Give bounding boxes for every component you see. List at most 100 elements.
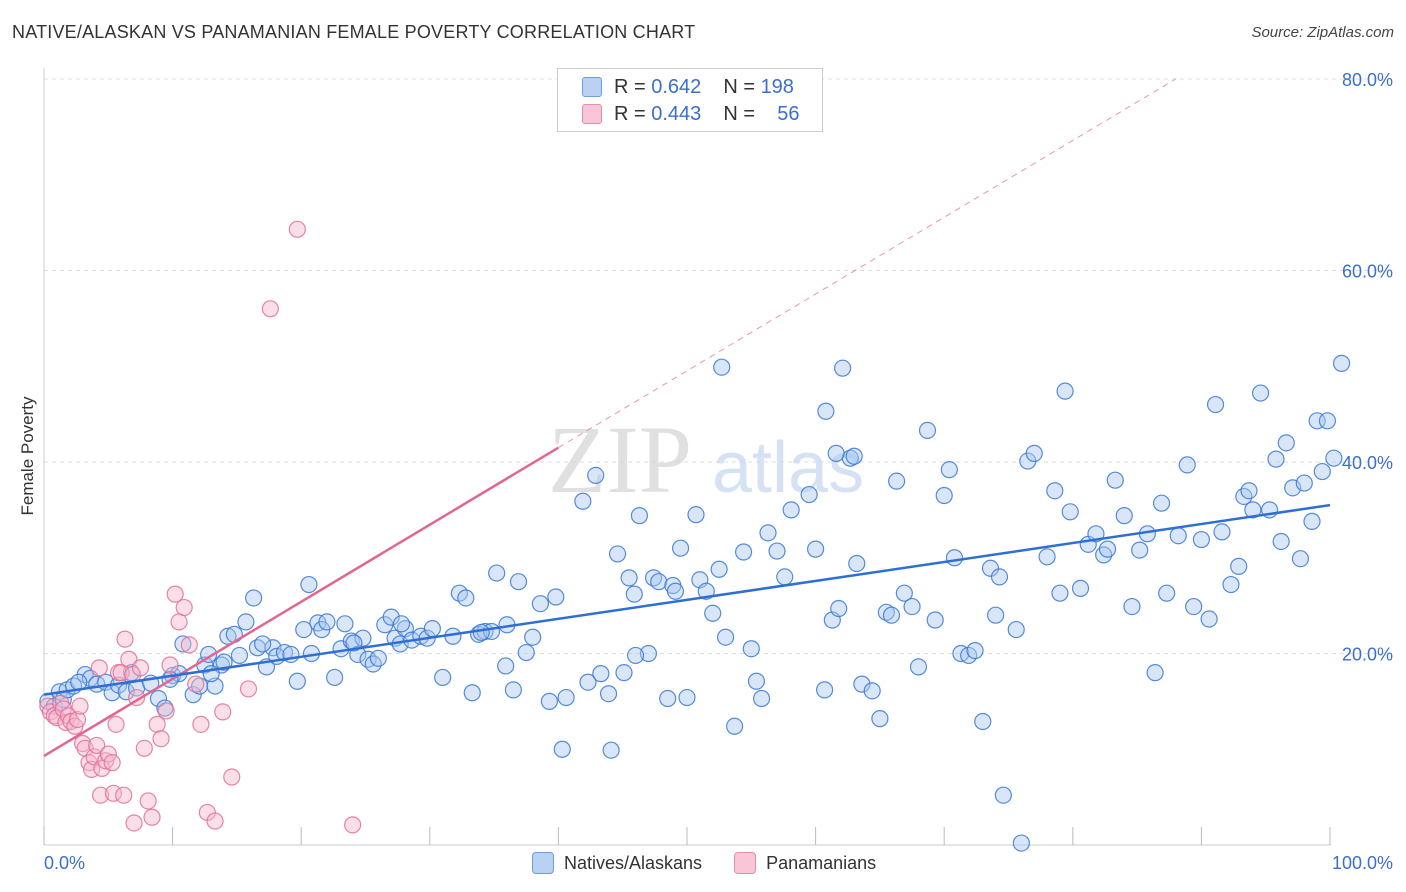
source-label: Source: ZipAtlas.com	[1251, 24, 1394, 41]
trend-lines	[43, 78, 1331, 758]
data-point-natives	[318, 613, 336, 631]
y-tick-label: 80.0%	[1342, 70, 1393, 90]
data-point-natives	[557, 688, 575, 707]
data-point-natives	[599, 685, 618, 703]
data-point-panamanians	[143, 808, 161, 826]
data-point-natives	[531, 595, 549, 613]
data-point-natives	[300, 575, 318, 594]
watermark-atlas: atlas	[712, 428, 864, 508]
data-point-natives	[903, 597, 921, 616]
data-point-natives	[219, 627, 237, 645]
data-point-natives	[602, 741, 620, 759]
data-point-natives	[463, 684, 481, 702]
data-point-natives	[1056, 382, 1074, 400]
data-point-natives	[547, 588, 565, 606]
data-point-natives	[1098, 540, 1117, 558]
data-point-panamanians	[288, 220, 306, 238]
data-point-natives	[895, 584, 913, 602]
data-point-natives	[1313, 462, 1331, 481]
data-point-panamanians	[97, 752, 115, 770]
data-point-natives	[650, 573, 668, 591]
data-point-natives	[472, 623, 490, 642]
data-point-panamanians	[68, 710, 87, 729]
legend-item-natives[interactable]: Natives/Alaskans	[532, 852, 702, 874]
data-point-natives	[1051, 584, 1069, 602]
data-point-natives	[639, 644, 658, 663]
data-point-natives	[1115, 507, 1133, 525]
data-point-panamanians	[166, 585, 184, 603]
legend-r-label: R =	[614, 75, 646, 98]
data-point-natives	[579, 673, 597, 691]
x-tick-label: 0.0%	[44, 853, 85, 873]
data-point-natives	[1332, 354, 1351, 372]
data-point-natives	[926, 611, 944, 629]
data-point-natives	[630, 507, 649, 525]
data-point-natives	[288, 672, 306, 690]
data-point-natives	[752, 689, 771, 708]
data-point-natives	[1192, 530, 1211, 549]
data-point-natives	[1291, 550, 1310, 568]
data-point-natives	[592, 665, 610, 683]
data-point-panamanians	[344, 816, 362, 834]
data-point-natives	[1267, 450, 1285, 468]
data-point-natives	[1325, 449, 1343, 467]
y-tick-label: 60.0%	[1342, 262, 1393, 282]
data-point-panamanians	[131, 659, 150, 677]
data-point-natives	[710, 560, 728, 578]
legend-swatch-blue	[582, 77, 602, 97]
data-point-natives	[369, 649, 387, 667]
data-point-natives	[1244, 501, 1262, 519]
data-point-panamanians	[135, 739, 153, 757]
data-point-natives	[540, 692, 558, 710]
data-point-natives	[759, 524, 777, 542]
data-point-natives	[504, 681, 522, 699]
data-point-natives	[608, 545, 627, 563]
data-point-natives	[517, 643, 535, 662]
data-point-natives	[184, 686, 202, 704]
data-point-panamanians	[66, 717, 84, 735]
data-point-natives	[615, 664, 633, 682]
data-point-panamanians	[115, 786, 133, 804]
data-point-natives	[994, 786, 1012, 804]
data-point-natives	[853, 675, 871, 693]
data-point-natives	[509, 573, 528, 591]
data-point-natives	[620, 569, 638, 587]
legend-n-value: 198	[760, 75, 794, 98]
data-point-natives	[1222, 575, 1240, 594]
data-point-panamanians	[223, 768, 241, 786]
data-point-natives	[1200, 610, 1218, 628]
data-point-panamanians	[91, 786, 110, 804]
data-point-natives	[275, 643, 294, 662]
data-point-panamanians	[139, 792, 157, 810]
data-point-natives	[806, 540, 825, 558]
legend-row-panamanians: R = 0.443 N = 56	[582, 102, 799, 126]
data-point-natives	[725, 717, 744, 735]
data-point-natives	[742, 640, 760, 658]
data-point-natives	[237, 613, 255, 631]
legend-n-label: N =	[723, 75, 755, 98]
legend-item-panamanians[interactable]: Panamanians	[734, 852, 876, 874]
data-point-natives	[800, 485, 818, 504]
data-point-natives	[830, 599, 848, 618]
legend-swatch-pink	[582, 104, 602, 124]
legend-label-panamanians: Panamanians	[766, 852, 877, 873]
data-point-natives	[935, 486, 953, 505]
data-point-panamanians	[99, 745, 117, 763]
data-point-natives	[215, 653, 233, 671]
data-point-natives	[659, 689, 677, 708]
data-point-natives	[574, 492, 592, 510]
data-point-natives	[524, 628, 542, 646]
data-point-natives	[882, 606, 901, 624]
data-point-natives	[1230, 557, 1248, 575]
data-point-natives	[1012, 834, 1030, 852]
data-point-natives	[1158, 584, 1176, 602]
data-point-natives	[816, 681, 834, 699]
data-point-natives	[863, 682, 881, 700]
data-point-natives	[457, 589, 475, 607]
data-point-natives	[1318, 412, 1337, 430]
data-point-natives	[671, 539, 690, 557]
data-point-natives	[354, 629, 372, 647]
data-point-natives	[1251, 384, 1270, 402]
data-point-panamanians	[214, 703, 232, 721]
